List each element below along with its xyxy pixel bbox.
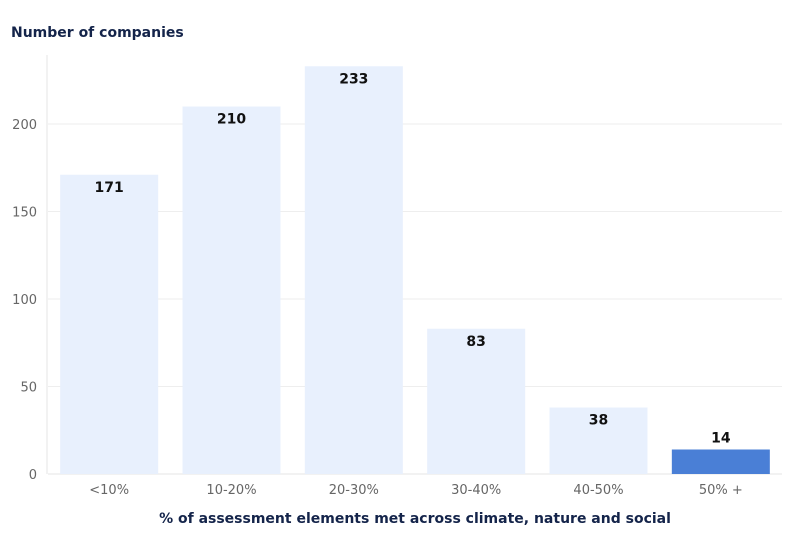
bar-value-label: 233	[339, 71, 368, 87]
bar	[182, 106, 281, 474]
bar-value-label: 38	[589, 413, 608, 429]
y-tick-label: 200	[12, 118, 37, 133]
x-tick-label: 10-20%	[206, 483, 256, 498]
bar-value-label: 171	[95, 180, 124, 196]
y-tick-label: 50	[20, 381, 37, 396]
x-tick-label: <10%	[89, 483, 129, 498]
y-axis-ticks: 0 50 100 150 200	[12, 118, 37, 483]
bar	[427, 328, 526, 474]
x-tick-label: 30-40%	[451, 483, 501, 498]
x-tick-label: 50% +	[699, 483, 743, 498]
y-tick-label: 150	[12, 206, 37, 221]
x-axis-ticks: <10% 10-20% 20-30% 30-40% 40-50% 50% +	[89, 483, 743, 498]
x-axis-label: % of assessment elements met across clim…	[159, 511, 671, 527]
value-labels: 171 210 233 83 38 14	[95, 71, 731, 446]
bar	[671, 449, 770, 474]
bar-value-label: 210	[217, 112, 246, 128]
y-tick-label: 100	[12, 293, 37, 308]
bar	[60, 174, 159, 474]
bar-value-label: 83	[466, 334, 485, 350]
chart-title: Number of companies	[11, 25, 184, 41]
gridlines	[48, 123, 782, 475]
x-tick-label: 20-30%	[329, 483, 379, 498]
y-tick-label: 0	[29, 468, 37, 483]
bar-value-label: 14	[711, 431, 731, 447]
bars	[60, 66, 770, 474]
bar	[304, 66, 403, 474]
bar	[549, 407, 648, 474]
x-tick-label: 40-50%	[573, 483, 623, 498]
